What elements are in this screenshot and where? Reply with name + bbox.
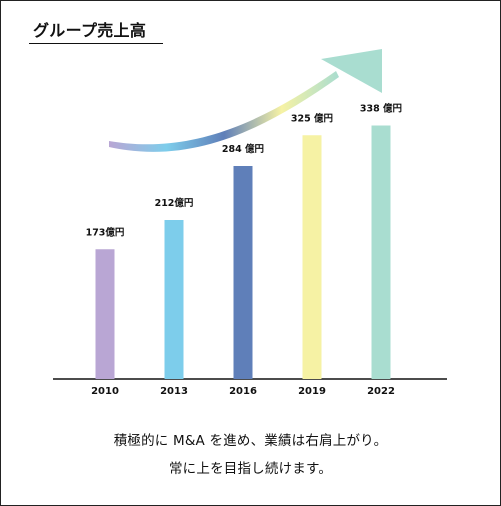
data-label-2013: 212億円	[155, 197, 194, 209]
chart-title-block: グループ売上高	[29, 15, 163, 44]
bar-2019	[302, 135, 322, 379]
data-labels-layer: 173億円 212億円 284 億円 325 億円 338 億円	[86, 103, 402, 239]
chart-title: グループ売上高	[33, 21, 147, 40]
data-label-2010: 173億円	[86, 226, 125, 238]
bar-2016	[233, 166, 253, 379]
caption-line-1: 積極的に M&A を進め、業績は右肩上がり。	[113, 433, 388, 449]
trend-arrow-body	[109, 71, 339, 152]
x-tick-2013: 2013	[160, 386, 188, 397]
trend-arrow-layer	[109, 49, 382, 152]
x-tick-labels-layer: 2010 2013 2016 2019 2022	[91, 386, 395, 397]
caption-line-2: 常に上を目指し続けます。	[168, 461, 333, 477]
bar-2022	[371, 125, 391, 379]
bars-layer	[95, 125, 391, 379]
data-label-2019: 325 億円	[291, 112, 333, 124]
x-tick-2010: 2010	[91, 386, 119, 397]
x-tick-2022: 2022	[367, 386, 395, 397]
x-tick-2019: 2019	[298, 386, 326, 397]
x-tick-2016: 2016	[229, 386, 257, 397]
bar-2010	[95, 249, 115, 379]
data-label-2016: 284 億円	[222, 143, 264, 155]
trend-arrow-head	[321, 49, 382, 93]
bar-2013	[164, 220, 184, 379]
data-label-2022: 338 億円	[360, 103, 402, 115]
